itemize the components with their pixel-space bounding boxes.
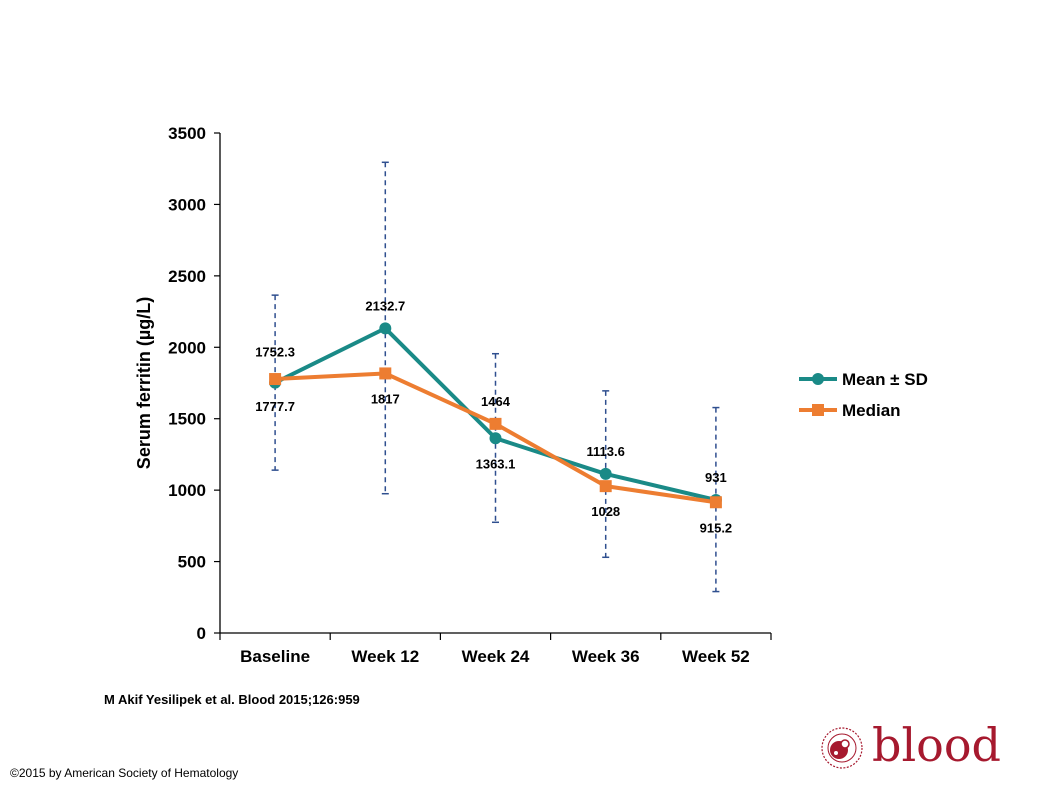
- median-point: [489, 417, 502, 430]
- hematology-seal-icon: [821, 727, 863, 769]
- median-data-label: 915.2: [700, 520, 733, 535]
- blood-journal-logo: blood: [818, 718, 1008, 772]
- mean-data-label: 1752.3: [255, 345, 295, 360]
- y-tick-label: 1000: [168, 481, 206, 500]
- x-tick-label: Week 12: [351, 647, 419, 666]
- x-tick-label: Week 52: [682, 647, 750, 666]
- y-tick-label: 2500: [168, 267, 206, 286]
- legend-label: Median: [842, 401, 901, 420]
- citation-text: M Akif Yesilipek et al. Blood 2015;126:9…: [104, 692, 360, 707]
- blood-wordmark: blood: [872, 718, 1001, 772]
- median-data-label: 1028: [591, 504, 620, 519]
- y-tick-label: 3000: [168, 195, 206, 214]
- y-tick-label: 0: [197, 624, 206, 643]
- x-tick-label: Baseline: [240, 647, 310, 666]
- y-tick-label: 500: [178, 553, 206, 572]
- mean-data-label: 1113.6: [587, 444, 625, 459]
- median-point: [269, 373, 282, 386]
- legend-marker-median: [812, 404, 824, 416]
- median-point: [709, 496, 722, 509]
- chart-axes: 0 500 1000 1500 2000 2500 3000 3500 Baseline Week…: [134, 124, 772, 666]
- data-labels: 1752.3 2132.7 1363.1 1113.6 931 1777.7 1817 146…: [255, 298, 732, 535]
- y-axis-label: Serum ferritin (µg/L): [134, 297, 154, 469]
- median-point: [599, 480, 612, 493]
- x-tick-label: Week 24: [462, 647, 530, 666]
- legend-marker-mean: [812, 373, 824, 385]
- x-tick-label: Week 36: [572, 647, 640, 666]
- chart-legend: Mean ± SD Median: [799, 370, 928, 420]
- copyright-text: ©2015 by American Society of Hematology: [10, 766, 239, 780]
- mean-point: [489, 432, 502, 445]
- series-lines: [269, 322, 722, 509]
- median-data-label: 1817: [371, 391, 400, 406]
- median-point: [379, 367, 392, 380]
- mean-data-label: 2132.7: [365, 298, 405, 313]
- mean-point: [379, 322, 392, 335]
- mean-point: [599, 467, 612, 480]
- median-data-label: 1777.7: [255, 399, 295, 414]
- y-tick-label: 3500: [168, 124, 206, 143]
- mean-data-label: 931: [705, 470, 727, 485]
- median-data-label: 1464: [481, 394, 511, 409]
- legend-label: Mean ± SD: [842, 370, 928, 389]
- y-tick-label: 1500: [168, 410, 206, 429]
- mean-data-label: 1363.1: [476, 456, 516, 471]
- y-tick-label: 2000: [168, 338, 206, 357]
